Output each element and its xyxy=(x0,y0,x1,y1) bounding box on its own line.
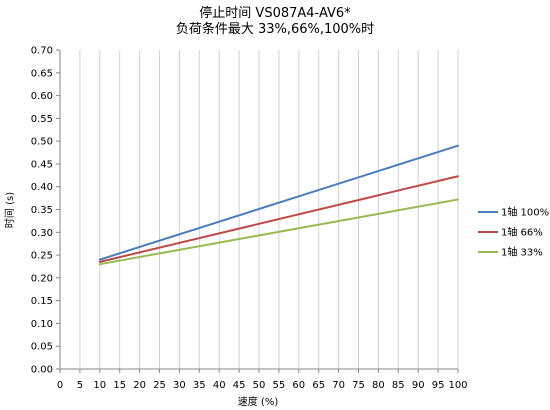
y-tick-label: 0.25 xyxy=(31,251,53,262)
x-tick-label: 10 xyxy=(93,380,106,391)
x-tick-label: 55 xyxy=(273,380,286,391)
legend-label-2: 1轴 66% xyxy=(501,226,543,239)
x-tick-label: 80 xyxy=(372,380,385,391)
y-axis-title: 时间 (s) xyxy=(3,192,16,228)
chart-title: 停止时间 VS087A4-AV6* 负荷条件最大 33%,66%,100%时 xyxy=(176,5,374,37)
y-tick-label: 0.15 xyxy=(31,296,53,307)
x-tick-label: 45 xyxy=(233,380,246,391)
chart-title-line-2: 负荷条件最大 33%,66%,100%时 xyxy=(176,21,374,37)
legend-label-3: 1轴 33% xyxy=(501,246,543,259)
series-line-1 xyxy=(98,144,459,261)
y-tick-label: 0.55 xyxy=(31,114,53,125)
x-tick-label: 50 xyxy=(253,380,266,391)
x-tick-label: 70 xyxy=(332,380,345,391)
series-line-2 xyxy=(98,175,459,263)
legend-label-1: 1轴 100% xyxy=(501,206,549,219)
x-tick-label: 75 xyxy=(352,380,365,391)
y-tick-label: 0.65 xyxy=(31,68,53,79)
series-line-3 xyxy=(98,198,459,266)
y-tick-label: 0.45 xyxy=(31,159,53,170)
x-tick-label: 5 xyxy=(77,380,83,391)
x-tick-label: 20 xyxy=(133,380,146,391)
y-tick-label: 0.40 xyxy=(31,182,53,193)
series xyxy=(98,144,459,266)
y-tick-label: 0.20 xyxy=(31,273,53,284)
y-tick-label: 0.00 xyxy=(31,365,53,376)
x-axis-ticks: 0 5 10 15 20 25 30 35 40 45 50 55 60 65 70 75 80 85 90 95 10… xyxy=(57,369,468,391)
x-tick-label: 65 xyxy=(312,380,325,391)
x-tick-label: 0 xyxy=(57,380,63,391)
x-tick-label: 40 xyxy=(213,380,226,391)
y-tick-label: 0.70 xyxy=(31,46,53,57)
x-tick-label: 85 xyxy=(392,380,405,391)
y-tick-label: 0.60 xyxy=(31,91,53,102)
x-tick-label: 30 xyxy=(173,380,186,391)
y-tick-label: 0.30 xyxy=(31,228,53,239)
y-tick-label: 0.10 xyxy=(31,319,53,330)
y-tick-label: 0.05 xyxy=(31,342,53,353)
x-tick-label: 90 xyxy=(412,380,425,391)
y-tick-label: 0.35 xyxy=(31,205,53,216)
x-tick-label: 95 xyxy=(432,380,445,391)
x-tick-label: 100 xyxy=(448,380,467,391)
chart-title-line-1: 停止时间 VS087A4-AV6* xyxy=(199,5,351,21)
x-axis-title: 速度 (%) xyxy=(238,395,279,408)
y-axis-ticks: 0.00 0.05 0.10 0.15 0.20 0.25 0.30 0.35 0.40 0.45… xyxy=(31,46,60,376)
x-tick-label: 60 xyxy=(292,380,305,391)
x-tick-label: 15 xyxy=(113,380,126,391)
x-tick-label: 35 xyxy=(193,380,206,391)
y-tick-label: 0.50 xyxy=(31,137,53,148)
x-tick-label: 25 xyxy=(153,380,166,391)
legend: 1轴 100% 1轴 66% 1轴 33% xyxy=(478,206,549,259)
